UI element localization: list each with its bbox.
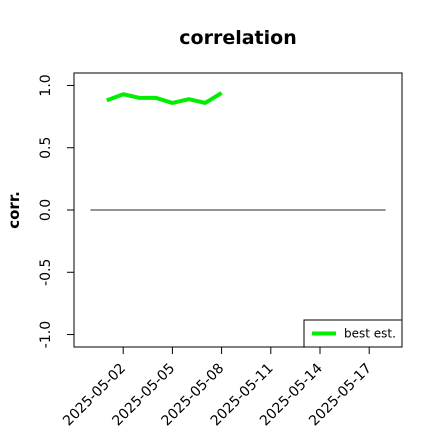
legend-label: best est.	[344, 327, 396, 341]
y-tick-label: -0.5	[38, 259, 54, 286]
legend: best est.	[303, 319, 403, 348]
series-line-best-est	[106, 91, 223, 105]
y-tick-label: -1.0	[38, 321, 54, 348]
plot-marks	[90, 91, 386, 211]
y-tick-label: 0.5	[38, 137, 54, 159]
chart-title: correlation	[179, 27, 296, 49]
x-axis: 2025-05-022025-05-052025-05-082025-05-11…	[60, 347, 375, 429]
y-axis-label: corr.	[5, 191, 23, 229]
y-tick-label: 1.0	[38, 74, 54, 96]
y-axis: -1.0 -0.5 0.0 0.5 1.0	[38, 74, 74, 348]
y-tick-label: 0.0	[38, 199, 54, 221]
